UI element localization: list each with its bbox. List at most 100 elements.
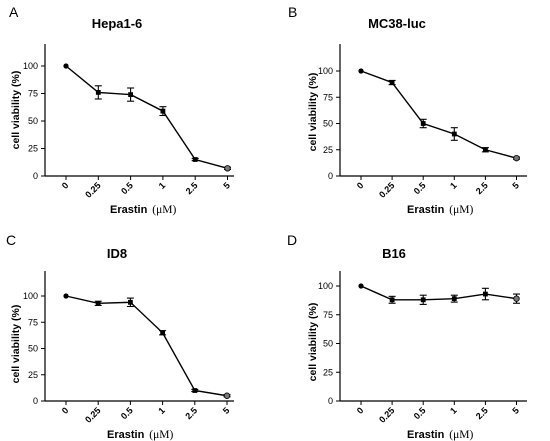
y-tick-label: 100 (23, 61, 38, 71)
data-point (451, 296, 457, 302)
x-tick-label: 0 (60, 405, 71, 416)
y-tick-label: 50 (28, 344, 38, 354)
y-axis-label: cell viability (%) (10, 71, 22, 150)
series-line (65, 295, 228, 397)
x-tick-label: 0 (355, 405, 366, 416)
y-tick-label: 75 (323, 92, 333, 102)
x-tick-label: 1 (157, 180, 168, 191)
x-tick-label: 0 (60, 180, 71, 191)
y-tick-label: 25 (28, 144, 38, 154)
x-axis-label-unit: (μM) (152, 204, 176, 216)
chart-title: MC38-luc (368, 16, 426, 31)
data-point (63, 293, 69, 299)
x-tick-label: 5 (510, 405, 521, 416)
y-tick-label: 75 (323, 310, 333, 320)
panel-letter: C (6, 232, 16, 248)
data-point (483, 291, 488, 297)
y-tick-label: 50 (323, 339, 333, 349)
y-tick-label: 50 (28, 116, 38, 126)
data-point (160, 330, 165, 336)
y-tick-label: 100 (318, 66, 333, 76)
y-tick-label: 25 (28, 370, 38, 380)
y-tick-label: 0 (33, 171, 38, 181)
data-point (358, 68, 364, 74)
chart-title: ID8 (107, 246, 127, 261)
x-tick-label: 2.5 (474, 180, 490, 196)
data-point (451, 131, 457, 137)
x-tick-label: 0.25 (83, 180, 102, 199)
y-tick-label: 50 (323, 119, 333, 129)
data-point (358, 283, 364, 289)
data-point (223, 392, 231, 399)
data-point (95, 300, 101, 306)
data-point (160, 108, 166, 114)
data-point (389, 80, 395, 85)
chart-title: Hepa1-6 (92, 16, 143, 31)
x-axis-label-name: Erastin (407, 204, 445, 216)
x-tick-label: 0.5 (412, 180, 428, 196)
panel-letter: B (288, 4, 297, 20)
chart-panel-c: C ID8 0 25 50 75 100 0 0.25 0.5 1 2.5 5 cell viabilit… (6, 232, 234, 441)
x-tick-label: 0.5 (412, 405, 428, 421)
y-tick-label: 100 (23, 291, 38, 301)
x-tick-label: 5 (510, 180, 521, 191)
panel-letter: D (287, 232, 297, 248)
data-point (63, 63, 69, 69)
data-point (224, 165, 231, 172)
chart-title: B16 (382, 246, 406, 261)
x-tick-label: 2.5 (184, 180, 200, 196)
x-tick-label: 1 (156, 405, 167, 416)
data-point (513, 295, 520, 302)
data-point (513, 154, 520, 162)
x-tick-label: 0.25 (83, 405, 102, 424)
x-axis-label-unit: (μM) (449, 204, 473, 216)
chart-panel-a: A Hepa1-6 0 25 50 75 100 0 0.25 0.5 1 2.5 5 cell viab… (9, 4, 234, 216)
y-axis-label: cell viability (%) (307, 73, 319, 152)
chart-panel-d: D B16 0 25 50 75 100 0 0.25 0.5 1 2.5 5 cell viabilit… (287, 232, 527, 441)
data-point (420, 297, 426, 303)
y-tick-label: 25 (323, 145, 333, 155)
x-tick-label: 2.5 (474, 405, 490, 421)
data-point (192, 388, 198, 393)
x-axis-label: Erastin (μM) (407, 429, 474, 441)
x-tick-label: 0.5 (119, 180, 135, 196)
x-tick-label: 5 (221, 405, 232, 416)
data-point (420, 121, 426, 126)
x-tick-label: 1 (448, 405, 459, 416)
x-tick-label: 2.5 (183, 405, 199, 421)
x-axis-label-name: Erastin (110, 204, 148, 216)
data-point (389, 297, 395, 303)
y-tick-label: 75 (28, 317, 38, 327)
series-line (360, 285, 517, 301)
x-tick-label: 0.25 (377, 405, 396, 424)
x-axis-label-unit: (μM) (149, 429, 173, 441)
x-axis-label: Erastin (μM) (110, 204, 177, 216)
series-line (65, 65, 228, 169)
data-point (483, 147, 488, 153)
data-point (128, 92, 133, 97)
x-axis-label: Erastin (μM) (107, 429, 174, 441)
data-point (192, 157, 198, 162)
x-tick-label: 1 (448, 180, 459, 191)
y-tick-label: 25 (323, 367, 333, 377)
y-tick-label: 0 (328, 396, 333, 406)
x-tick-label: 0.5 (119, 405, 135, 421)
data-point (95, 90, 101, 95)
x-axis-label-name: Erastin (107, 429, 145, 441)
x-tick-label: 5 (221, 180, 232, 191)
y-tick-label: 75 (28, 89, 38, 99)
x-axis-label: Erastin (μM) (407, 204, 474, 216)
y-axis-label: cell viability (%) (10, 305, 22, 384)
y-axis-label: cell viability (%) (307, 303, 319, 382)
x-tick-label: 0.25 (377, 180, 396, 199)
x-axis-label-name: Erastin (407, 429, 445, 441)
y-tick-label: 0 (33, 396, 38, 406)
y-tick-label: 100 (318, 281, 333, 291)
chart-panel-b: B MC38-luc 0 25 50 75 100 0 0.25 0.5 1 2.5 5 cell via… (288, 4, 527, 216)
y-tick-label: 0 (328, 171, 333, 181)
data-point (128, 299, 133, 305)
x-axis-label-unit: (μM) (449, 429, 473, 441)
series-line (360, 70, 517, 159)
x-tick-label: 0 (355, 180, 366, 191)
